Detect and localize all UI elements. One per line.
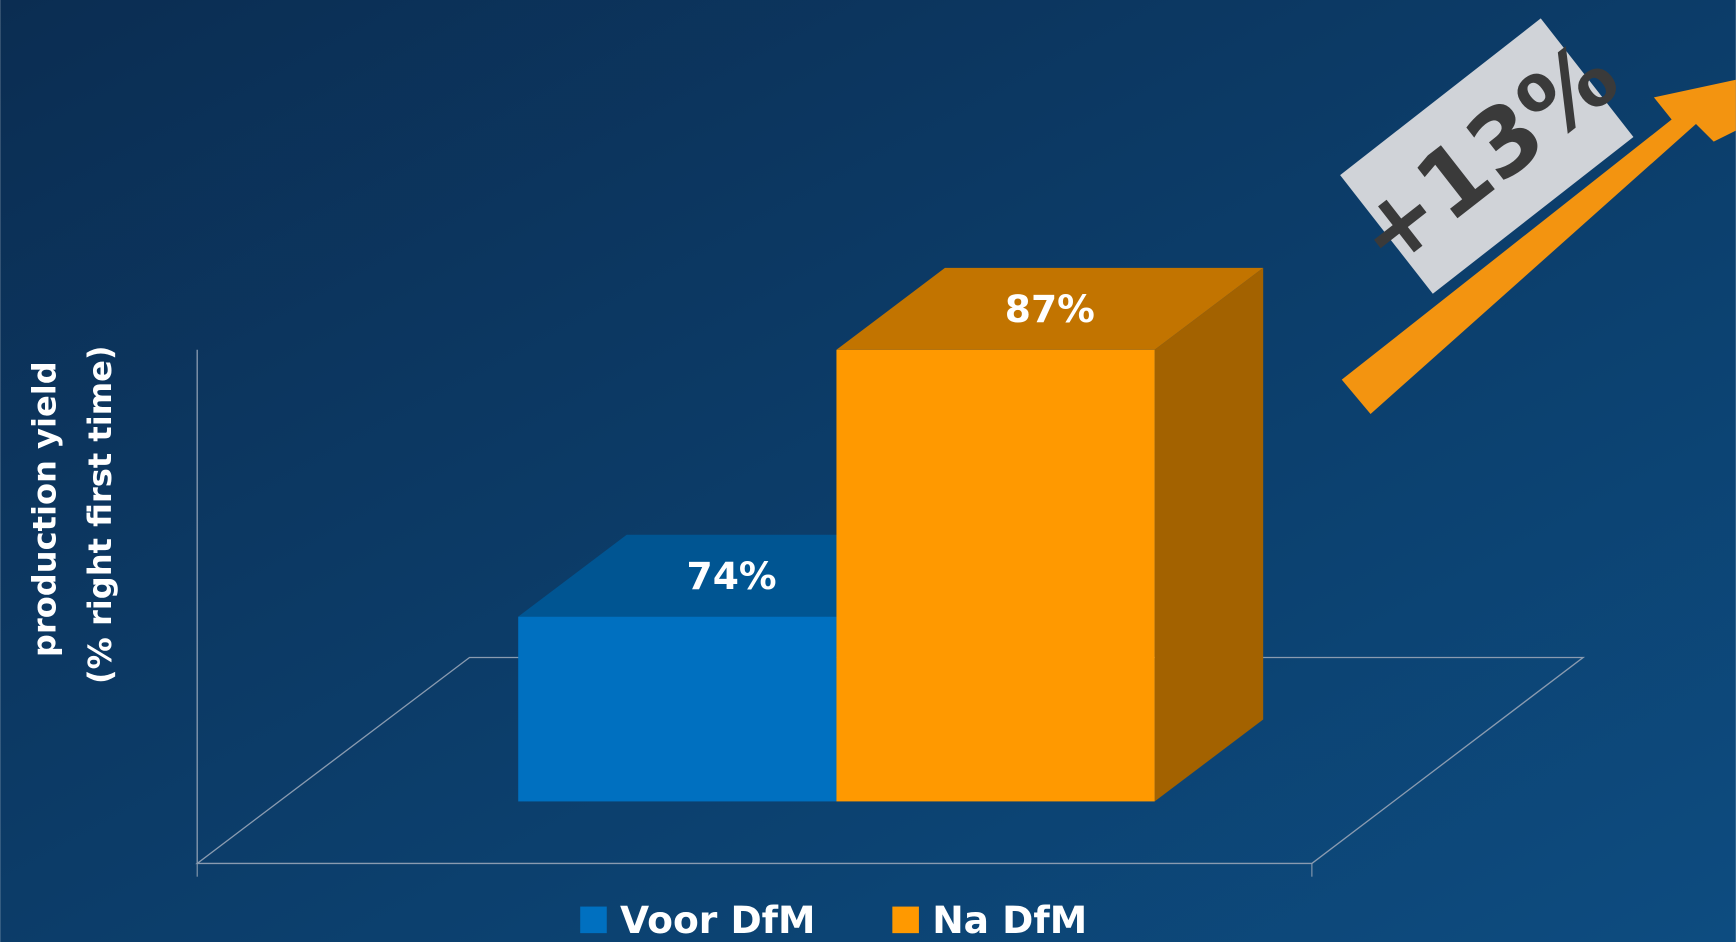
- legend-swatch: [580, 906, 607, 934]
- growth-arrow: [1341, 79, 1736, 414]
- bar-side: [1154, 267, 1264, 802]
- legend: Voor DfM Na DfM: [580, 898, 1087, 942]
- bars: 74% 87%: [518, 267, 1264, 802]
- value-label: 74%: [687, 554, 777, 598]
- legend-label: Na DfM: [932, 898, 1087, 942]
- floor: [195, 656, 1586, 865]
- bar: [836, 349, 1155, 802]
- y-axis-label: (% right first time): [81, 345, 119, 684]
- bar-top: [836, 267, 1264, 350]
- legend-label: Voor DfM: [620, 898, 815, 942]
- bar: [518, 616, 837, 802]
- legend-swatch: [892, 906, 919, 934]
- y-axis-label: production yield: [26, 361, 64, 657]
- value-label: 87%: [1005, 287, 1095, 331]
